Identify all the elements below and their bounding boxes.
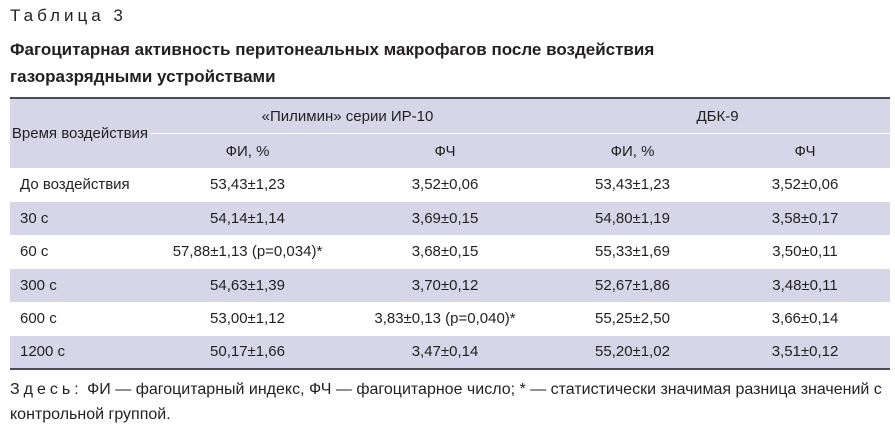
table-row: 30 с 54,14±1,14 3,69±0,15 54,80±1,19 3,58±0,… [10,201,890,235]
table-cell: 52,67±1,86 [595,276,670,294]
table-caption: Таблица 3 [10,6,127,25]
data-table: Время воздействия «Пилимин» серии ИР-10 … [10,97,890,370]
table-cell: 300 с [20,276,57,294]
header-cell: ДБК-9 [545,98,890,134]
table-cell: 54,63±1,39 [210,276,285,294]
table-cell: 3,66±0,14 [771,310,839,328]
table-cell: 3,70±0,12 [411,276,479,294]
table-cell: 3,52±0,06 [771,176,839,194]
note-label: Здесь: [10,381,83,398]
table-row: 60 с 57,88±1,13 (p=0,034)* 3,68±0,15 55,33±… [10,235,890,269]
table-cell: 3,48±0,11 [772,276,838,294]
header-cell: ФИ, % [610,142,655,160]
table-cell: 55,33±1,69 [595,243,670,261]
table-note: Здесь: ФИ — фагоцитарный индекс, ФЧ — фа… [10,377,890,427]
table-body: До воздействия 53,43±1,23 3,52±0,06 53,43±1… [10,168,890,369]
table-cell: 3,51±0,12 [771,343,839,361]
table-cell: 3,83±0,13 (p=0,040)* [374,310,516,328]
table-cell: 3,68±0,15 [411,243,479,261]
table-row: 600 с 53,00±1,12 3,83±0,13 (p=0,040)* 55,25… [10,302,890,336]
table-cell: 53,00±1,12 [210,310,285,328]
table-cell: 3,69±0,15 [411,209,479,227]
note-text: ФИ — фагоцитарный индекс, ФЧ — фагоцитар… [10,381,882,423]
table-cell: 3,58±0,17 [771,209,839,227]
table-row: 1200 с 50,17±1,66 3,47±0,14 55,20±1,02 3,51±… [10,335,890,369]
table-cell: 3,50±0,11 [772,243,838,261]
table-cell: 30 с [20,209,49,227]
table-cell: 3,52±0,06 [411,176,479,194]
table-cell: 600 с [20,310,57,328]
table-cell: 57,88±1,13 (p=0,034)* [172,243,323,261]
header-cell: «Пилимин» серии ИР-10 [150,98,545,134]
header-cell: ФЧ [794,142,816,160]
header-cell: ФЧ [434,142,456,160]
table-cell: 1200 с [20,343,66,361]
table-row: 300 с 54,63±1,39 3,70±0,12 52,67±1,86 3,48±0… [10,268,890,302]
table-cell: До воздействия [20,176,130,194]
table-cell: 55,20±1,02 [595,343,670,361]
table-cell: 50,17±1,66 [210,343,285,361]
table-cell: 53,43±1,23 [595,176,670,194]
table-cell: 55,25±2,50 [595,310,670,328]
table-cell: 54,14±1,14 [210,209,285,227]
table-cell: 54,80±1,19 [595,209,670,227]
table-cell: 53,43±1,23 [210,176,285,194]
header-cell: Время воздействия [11,125,149,142]
table-row: До воздействия 53,43±1,23 3,52±0,06 53,43±1… [10,168,890,202]
table-title: Фагоцитарная активность перитонеальных м… [10,40,655,86]
header-cell: ФИ, % [225,142,270,160]
table-cell: 60 с [20,243,49,261]
table-cell: 3,47±0,14 [411,343,479,361]
